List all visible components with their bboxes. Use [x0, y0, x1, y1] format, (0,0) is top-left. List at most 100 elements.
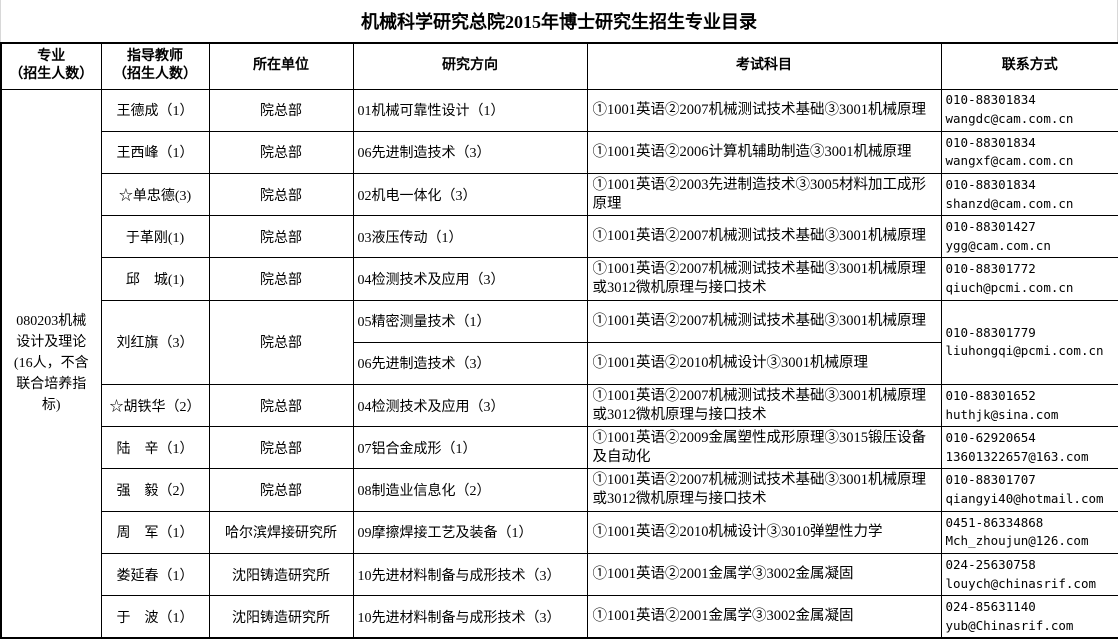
contact-email: shanzd@cam.com.cn: [945, 195, 1074, 211]
column-header-major-line1: 专业: [37, 49, 66, 65]
unit-cell: 院总部: [208, 215, 354, 259]
contact-cell: 010-88301772 qiuch@pcmi.com.cn: [940, 257, 1118, 301]
teacher-cell: ☆胡铁华（2）: [100, 384, 210, 428]
direction-cell: 06先进制造技术（3）: [352, 130, 588, 174]
direction-cell: 10先进材料制备与成形技术（3）: [352, 595, 588, 639]
column-header-major: 专业 （招生人数）: [0, 42, 102, 90]
unit-cell: 院总部: [208, 257, 354, 301]
header-row: 专业 （招生人数） 指导教师 （招生人数） 所在单位 研究方向 考试科目 联系方…: [0, 42, 1118, 90]
table-row: 周 军（1） 哈尔滨焊接研究所 09摩擦焊接工艺及装备（1） ①1001英语②2…: [1, 510, 1118, 554]
direction-cell: 02机电一体化（3）: [352, 172, 588, 217]
subjects-cell: ①1001英语②2007机械测试技术基础③3001机械原理或3012微机原理与接…: [586, 257, 942, 301]
contact-email: huthjk@sina.com: [945, 406, 1059, 422]
contact-cell: 010-88301427 ygg@cam.com.cn: [940, 215, 1118, 259]
contact-phone: 010-88301834: [945, 176, 1036, 192]
contact-cell: 010-88301834 shanzd@cam.com.cn: [940, 172, 1118, 217]
table-row: 王西峰（1） 院总部 06先进制造技术（3） ①1001英语②2006计算机辅助…: [1, 130, 1118, 174]
column-header-contact: 联系方式: [940, 42, 1118, 90]
unit-cell: 院总部: [208, 384, 354, 428]
unit-cell: 院总部: [208, 468, 354, 512]
direction-cell: 01机械可靠性设计（1）: [352, 88, 588, 132]
unit-cell: 院总部: [208, 130, 354, 174]
contact-email: 13601322657@163.com: [945, 448, 1089, 464]
contact-cell: 010-88301834 wangdc@cam.com.cn: [940, 88, 1118, 132]
unit-cell: 院总部: [208, 172, 354, 217]
column-header-teacher: 指导教师 （招生人数）: [100, 42, 210, 90]
contact-email: wangdc@cam.com.cn: [945, 111, 1074, 127]
teacher-cell: 王德成（1）: [100, 88, 210, 132]
direction-cell: 03液压传动（1）: [352, 215, 588, 259]
table-row: 06先进制造技术（3） ①1001英语②2010机械设计③3001机械原理: [1, 341, 1118, 386]
contact-phone: 024-25630758: [945, 556, 1036, 572]
subjects-cell: ①1001英语②2007机械测试技术基础③3001机械原理或3012微机原理与接…: [586, 468, 942, 512]
unit-cell: 沈阳铸造研究所: [208, 595, 354, 639]
subjects-cell: ①1001英语②2006计算机辅助制造③3001机械原理: [586, 130, 942, 174]
contact-phone: 024-85631140: [945, 598, 1036, 614]
contact-phone: 0451-86334868: [945, 514, 1044, 530]
subjects-cell: ①1001英语②2001金属学③3002金属凝固: [586, 595, 942, 639]
column-header-unit: 所在单位: [208, 42, 354, 90]
contact-cell: 024-25630758 louych@chinasrif.com: [940, 552, 1118, 597]
unit-cell: 院总部: [208, 299, 354, 386]
unit-cell: 院总部: [208, 88, 354, 132]
column-header-teacher-line1: 指导教师: [127, 49, 183, 65]
direction-cell: 04检测技术及应用（3）: [352, 257, 588, 301]
direction-cell: 06先进制造技术（3）: [352, 341, 588, 386]
teacher-cell: 于 波（1）: [100, 595, 210, 639]
contact-email: louych@chinasrif.com: [945, 575, 1097, 591]
unit-cell: 院总部: [208, 426, 354, 470]
table-row: ☆单忠德(3) 院总部 02机电一体化（3） ①1001英语②2003先进制造技…: [1, 172, 1118, 217]
table-row: 080203机械设计及理论(16人，不含联合培养指标) 王德成（1） 院总部 0…: [0, 88, 1118, 639]
teacher-cell: 刘红旗（3）: [100, 299, 210, 386]
subjects-cell: ①1001英语②2007机械测试技术基础③3001机械原理或3012微机原理与接…: [586, 384, 942, 428]
teacher-cell: 周 军（1）: [100, 510, 210, 554]
contact-email: yub@Chinasrif.com: [945, 617, 1074, 633]
direction-cell: 04检测技术及应用（3）: [352, 384, 588, 428]
contact-email: ygg@cam.com.cn: [945, 237, 1051, 253]
table-row: 强 毅（2） 院总部 08制造业信息化（2） ①1001英语②2007机械测试技…: [1, 468, 1118, 512]
teacher-cell: 王西峰（1）: [100, 130, 210, 174]
contact-email: Mch_zhoujun@126.com: [945, 533, 1089, 549]
subjects-cell: ①1001英语②2003先进制造技术③3005材料加工成形原理: [586, 172, 942, 217]
contact-cell: 010-88301779 liuhongqi@pcmi.com.cn: [940, 299, 1118, 386]
subjects-cell: ①1001英语②2007机械测试技术基础③3001机械原理: [586, 215, 942, 259]
direction-cell: 10先进材料制备与成形技术（3）: [352, 552, 588, 597]
contact-email: qiuch@pcmi.com.cn: [945, 279, 1074, 295]
table-row: 陆 辛（1） 院总部 07铝合金成形（1） ①1001英语②2009金属塑性成形…: [1, 426, 1118, 470]
table-row: 于 波（1） 沈阳铸造研究所 10先进材料制备与成形技术（3） ①1001英语②…: [1, 595, 1118, 639]
contact-cell: 010-88301834 wangxf@cam.com.cn: [940, 130, 1118, 174]
teacher-cell: 邱 城(1): [100, 257, 210, 301]
direction-cell: 05精密测量技术（1）: [352, 299, 588, 343]
contact-phone: 010-88301652: [945, 387, 1036, 403]
column-header-teacher-line2: （招生人数）: [113, 67, 197, 83]
contact-phone: 010-62920654: [945, 430, 1036, 446]
contact-phone: 010-88301772: [945, 261, 1036, 277]
teacher-cell: 于革刚(1): [100, 215, 210, 259]
column-header-direction: 研究方向: [352, 42, 588, 90]
direction-cell: 08制造业信息化（2）: [352, 468, 588, 512]
subjects-cell: ①1001英语②2007机械测试技术基础③3001机械原理: [586, 88, 942, 132]
contact-cell: 010-88301707 qiangyi40@hotmail.com: [940, 468, 1118, 512]
contact-cell: 024-85631140 yub@Chinasrif.com: [940, 595, 1118, 639]
contact-phone: 010-88301779: [945, 324, 1036, 340]
contact-email: liuhongqi@pcmi.com.cn: [945, 343, 1104, 359]
contact-cell: 0451-86334868 Mch_zhoujun@126.com: [940, 510, 1118, 554]
teacher-cell: 娄延春（1）: [100, 552, 210, 597]
major-cell: 080203机械设计及理论(16人，不含联合培养指标): [0, 88, 102, 639]
table-row: 娄延春（1） 沈阳铸造研究所 10先进材料制备与成形技术（3） ①1001英语②…: [1, 552, 1118, 597]
unit-cell: 沈阳铸造研究所: [208, 552, 354, 597]
contact-email: qiangyi40@hotmail.com: [945, 491, 1104, 507]
teacher-cell: 陆 辛（1）: [100, 426, 210, 470]
contact-cell: 010-62920654 13601322657@163.com: [940, 426, 1118, 470]
teacher-cell: ☆单忠德(3): [100, 172, 210, 217]
table-row: 刘红旗（3） 院总部 05精密测量技术（1） ①1001英语②2007机械测试技…: [1, 299, 1118, 386]
contact-email: wangxf@cam.com.cn: [945, 153, 1074, 169]
contact-phone: 010-88301834: [945, 92, 1036, 108]
contact-phone: 010-88301427: [945, 219, 1036, 235]
subjects-cell: ①1001英语②2007机械测试技术基础③3001机械原理: [586, 299, 942, 343]
subjects-cell: ①1001英语②2010机械设计③3001机械原理: [586, 341, 942, 386]
table-row: ☆胡铁华（2） 院总部 04检测技术及应用（3） ①1001英语②2007机械测…: [1, 384, 1118, 428]
column-header-subjects: 考试科目: [586, 42, 942, 90]
direction-cell: 09摩擦焊接工艺及装备（1）: [352, 510, 588, 554]
subjects-cell: ①1001英语②2009金属塑性成形原理③3015锻压设备及自动化: [586, 426, 942, 470]
